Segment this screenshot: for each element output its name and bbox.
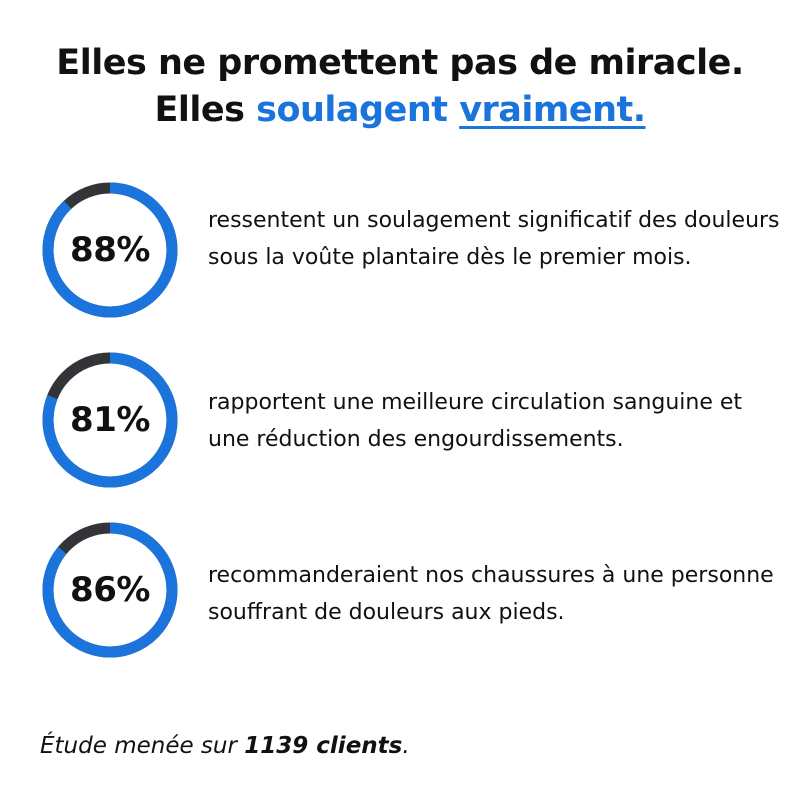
footer-prefix: Étude menée sur bbox=[40, 733, 245, 759]
stat-item: 88% ressentent un soulagement significat… bbox=[40, 180, 780, 320]
headline: Elles ne promettent pas de miracle. Elle… bbox=[0, 40, 800, 134]
stat-percent: 86% bbox=[70, 570, 150, 610]
ring-progress bbox=[42, 352, 178, 488]
stat-item: 86% recommanderaient nos chaussures à un… bbox=[40, 520, 780, 660]
footer-count: 1139 clients bbox=[244, 733, 403, 759]
progress-ring bbox=[42, 522, 178, 658]
headline-line-1: Elles ne promettent pas de miracle. bbox=[56, 43, 744, 83]
stat-item: 81% rapportent une meilleure circulation… bbox=[40, 350, 780, 490]
ring-progress bbox=[42, 522, 178, 658]
progress-ring bbox=[42, 352, 178, 488]
stat-percent: 88% bbox=[70, 230, 150, 270]
stat-description: rapportent une meilleure circulation san… bbox=[208, 390, 743, 452]
progress-ring bbox=[42, 182, 178, 318]
ring-progress bbox=[42, 182, 178, 318]
stat-description: recommanderaient nos chaussures à une pe… bbox=[208, 563, 774, 625]
headline-underlined: vraiment. bbox=[459, 90, 646, 130]
footer-note: Étude menée sur 1139 clients. bbox=[40, 733, 410, 759]
footer-suffix: . bbox=[402, 733, 410, 759]
stat-percent: 81% bbox=[70, 400, 150, 440]
stat-description: ressentent un soulagement significatif d… bbox=[208, 208, 780, 270]
headline-line-2: Elles soulagent vraiment. bbox=[0, 87, 800, 134]
headline-prefix: Elles bbox=[154, 90, 257, 130]
headline-accent: soulagent bbox=[256, 90, 448, 130]
